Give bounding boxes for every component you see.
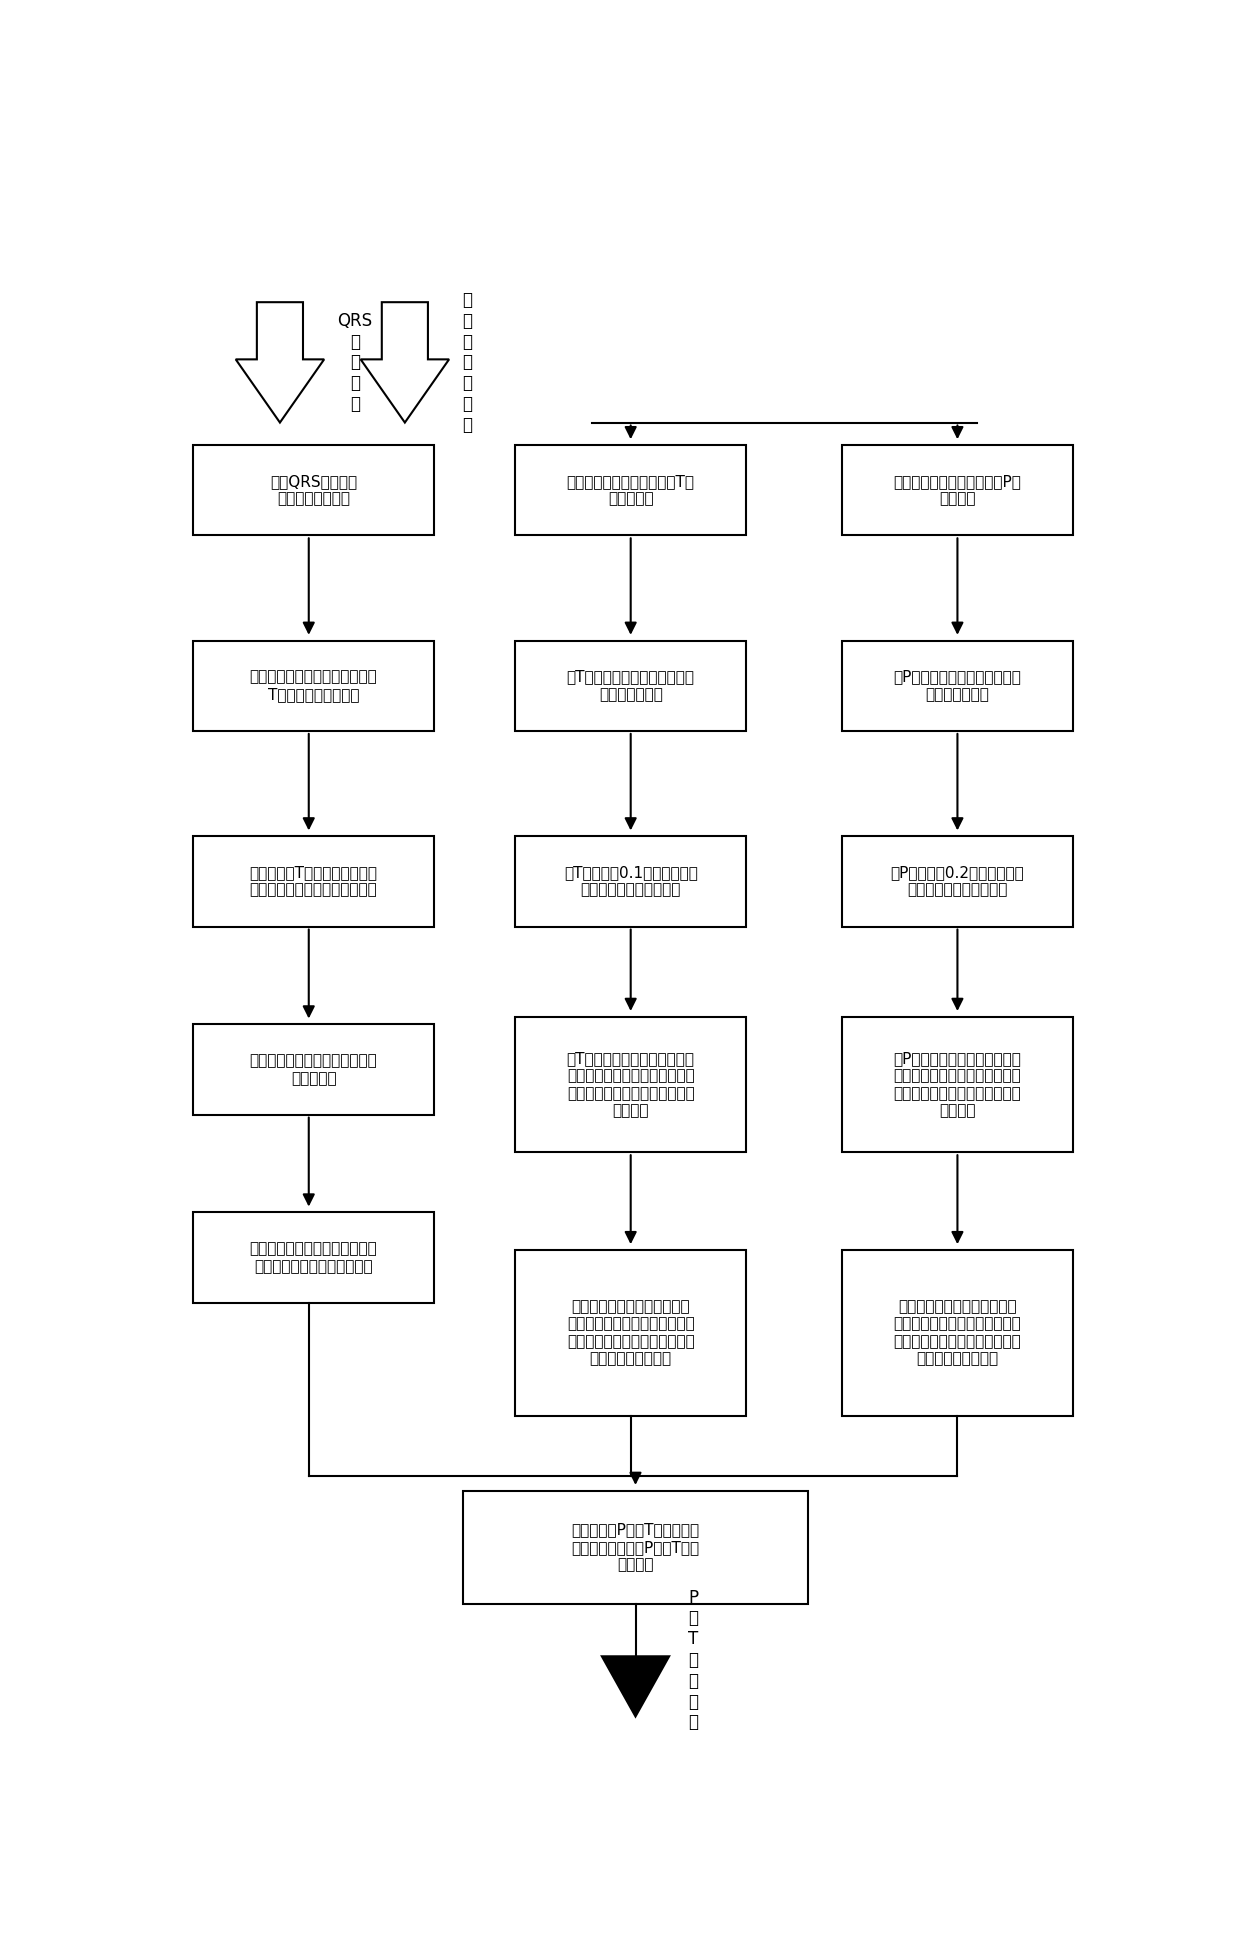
Bar bbox=[842, 1251, 1073, 1415]
Bar bbox=[516, 1251, 746, 1415]
Text: QRS
波
起
止
点: QRS 波 起 止 点 bbox=[337, 313, 373, 412]
Polygon shape bbox=[236, 303, 324, 422]
Text: 对虚拟导联的每段按中点分为两
个搜索区间，执行如下操作。: 对虚拟导联的每段按中点分为两 个搜索区间，执行如下操作。 bbox=[249, 1241, 377, 1274]
Bar bbox=[842, 836, 1073, 926]
Text: 取P波峰值的0.2倍作为阈值。
计算相邻波谷间的落差。: 取P波峰值的0.2倍作为阈值。 计算相邻波谷间的落差。 bbox=[890, 866, 1024, 897]
Polygon shape bbox=[601, 1657, 670, 1716]
Text: 对每个导联取每段最大值点作为
T波峰值点，取均值。: 对每个导联取每段最大值点作为 T波峰值点，取均值。 bbox=[249, 670, 377, 701]
Text: 取前半段峰值点的坐标作为T波
顶点坐标。: 取前半段峰值点的坐标作为T波 顶点坐标。 bbox=[567, 475, 694, 506]
Text: 多
导
联
心
电
数
据: 多 导 联 心 电 数 据 bbox=[463, 291, 472, 434]
Text: 当累计值超过阈值时，将起点
（或止点）的位置记为当前波谷
位置，并将累计值清零。继续移
动直至到区间边界。: 当累计值超过阈值时，将起点 （或止点）的位置记为当前波谷 位置，并将累计值清零。… bbox=[894, 1299, 1022, 1366]
Text: 根据QRS波起止点
将心电数据分段。: 根据QRS波起止点 将心电数据分段。 bbox=[270, 475, 357, 506]
Bar bbox=[516, 1016, 746, 1153]
Text: 取T波峰值的0.1倍作为阈值。
计算相邻波谷间的落差。: 取T波峰值的0.1倍作为阈值。 计算相邻波谷间的落差。 bbox=[564, 866, 698, 897]
Text: 以P波顶点为初始起止点，向两
侧移动。每次移动到下一个波谷
的位置，并将波谷间的落差记入
累计值。: 以P波顶点为初始起止点，向两 侧移动。每次移动到下一个波谷 的位置，并将波谷间的… bbox=[894, 1051, 1022, 1118]
Bar bbox=[842, 1016, 1073, 1153]
Text: 当累计值超过阈值时，将起点
（或止点）的位置记为当前波谷
位置，并将累计值清零。继续移
动直至到区间边界。: 当累计值超过阈值时，将起点 （或止点）的位置记为当前波谷 位置，并将累计值清零。… bbox=[567, 1299, 694, 1366]
Text: 取后半段峰值点的坐标作为P波
顶点坐标: 取后半段峰值点的坐标作为P波 顶点坐标 bbox=[894, 475, 1022, 506]
Bar bbox=[516, 641, 746, 731]
Bar bbox=[193, 446, 434, 535]
Bar bbox=[193, 836, 434, 926]
Bar bbox=[842, 446, 1073, 535]
Text: 以P波顶点为中心，找出两侧所
有的波谷位置。: 以P波顶点为中心，找出两侧所 有的波谷位置。 bbox=[894, 670, 1022, 701]
Bar bbox=[463, 1491, 808, 1604]
Polygon shape bbox=[361, 303, 449, 422]
Bar bbox=[193, 1024, 434, 1114]
Text: P
波
T
波
起
止
点: P 波 T 波 起 止 点 bbox=[688, 1589, 698, 1731]
Text: 按照导联的T波均值对导联进行
排序，取值最大的前三个导联。: 按照导联的T波均值对导联进行 排序，取值最大的前三个导联。 bbox=[249, 866, 377, 897]
Bar bbox=[193, 1211, 434, 1303]
Bar bbox=[516, 446, 746, 535]
Bar bbox=[516, 836, 746, 926]
Text: 以T波顶点为中心，找出两侧所
有的波谷位置。: 以T波顶点为中心，找出两侧所 有的波谷位置。 bbox=[567, 670, 694, 701]
Bar bbox=[193, 641, 434, 731]
Bar bbox=[842, 641, 1073, 731]
Text: 对选取的导联进行数值叠加得到
虚拟导联。: 对选取的导联进行数值叠加得到 虚拟导联。 bbox=[249, 1053, 377, 1086]
Text: 综合每段的P波、T波起止点，
得到心电图的全局P波、T波起
止点位置: 综合每段的P波、T波起止点， 得到心电图的全局P波、T波起 止点位置 bbox=[572, 1522, 699, 1573]
Text: 以T波顶点为初始起止点，向两
侧移动。每次移动到下一个波谷
的位置，并将波谷间的落差记入
累计值。: 以T波顶点为初始起止点，向两 侧移动。每次移动到下一个波谷 的位置，并将波谷间的… bbox=[567, 1051, 694, 1118]
